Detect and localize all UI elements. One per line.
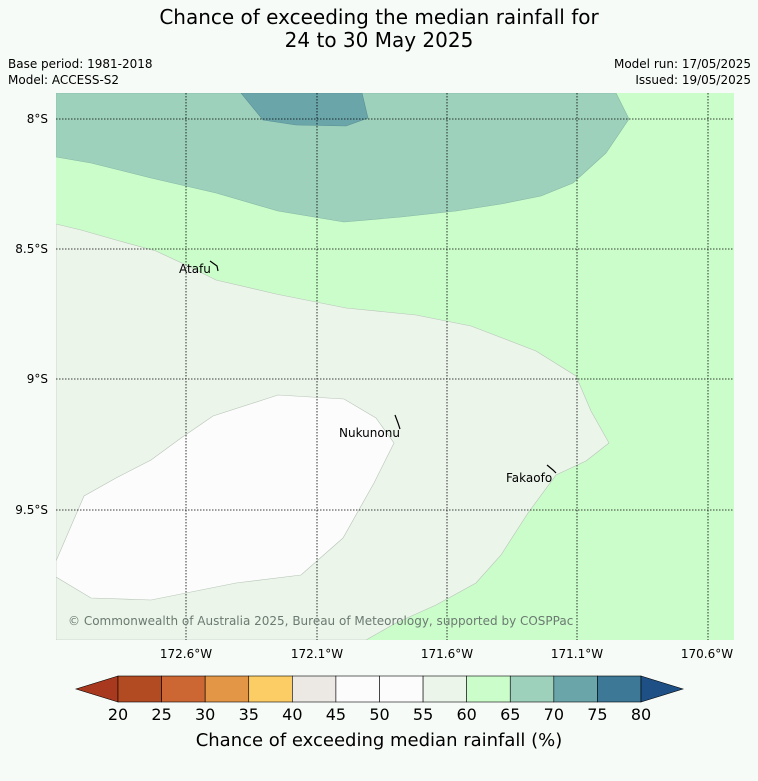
colorbar-tick-label: 20 bbox=[107, 705, 129, 724]
fakaofo-atoll-shape bbox=[546, 464, 557, 474]
lat-label-9-5s: 9.5°S bbox=[15, 503, 48, 517]
colorbar bbox=[74, 675, 685, 703]
colorbar-tick-label: 25 bbox=[151, 705, 172, 724]
model-run: Model run: 17/05/2025 bbox=[613, 57, 751, 71]
colorbar-tick-label: 75 bbox=[587, 705, 608, 724]
colorbar-tick-label: 65 bbox=[500, 705, 521, 724]
colorbar-segment bbox=[204, 675, 250, 703]
place-nukunonu: Nukunonu bbox=[339, 426, 400, 440]
colorbar-tick-label: 50 bbox=[369, 705, 390, 724]
lat-label-9s: 9°S bbox=[26, 372, 48, 386]
lon-label-170-6w: 170.6°W bbox=[680, 647, 734, 661]
colorbar-segment bbox=[248, 675, 293, 703]
map-title: Chance of exceeding the median rainfall … bbox=[0, 6, 758, 52]
zone-65-70 bbox=[56, 93, 630, 223]
atafu-atoll-shape bbox=[209, 260, 219, 272]
colorbar-tick-label: 30 bbox=[194, 705, 216, 724]
colorbar-tick-label: 60 bbox=[456, 705, 477, 724]
colorbar-segment bbox=[161, 675, 206, 703]
title-line-2: 24 to 30 May 2025 bbox=[284, 28, 474, 52]
zone-45-55 bbox=[56, 394, 395, 601]
lon-label-171-6w: 171.6°W bbox=[420, 647, 474, 661]
meta-right: Model run: 17/05/2025 Issued: 19/05/2025 bbox=[614, 56, 751, 88]
colorbar-segment bbox=[597, 675, 642, 703]
colorbar-extend-high bbox=[640, 675, 685, 703]
place-atafu: Atafu bbox=[179, 262, 211, 276]
colorbar-label: Chance of exceeding median rainfall (%) bbox=[195, 730, 563, 751]
colorbar-segment bbox=[553, 675, 598, 703]
place-fakaofo: Fakaofo bbox=[506, 471, 553, 485]
colorbar-tick-label: 45 bbox=[325, 705, 347, 724]
graticule bbox=[56, 93, 734, 640]
title-line-1: Chance of exceeding the median rainfall … bbox=[159, 5, 599, 29]
colorbar-segment bbox=[292, 675, 337, 703]
base-period: Base period: 1981-2018 bbox=[8, 57, 153, 71]
lat-label-8-5s: 8.5°S bbox=[15, 242, 48, 256]
zone-70-75 bbox=[240, 93, 369, 127]
colorbar-segment bbox=[509, 675, 555, 703]
meta-left: Base period: 1981-2018 Model: ACCESS-S2 bbox=[8, 56, 153, 88]
map-area[interactable] bbox=[56, 93, 734, 640]
colorbar-tick-label: 35 bbox=[238, 705, 259, 724]
colorbar-tick-label: 40 bbox=[282, 705, 303, 724]
colorbar-segment bbox=[422, 675, 467, 703]
colorbar-segment bbox=[379, 675, 424, 703]
map-canvas bbox=[56, 93, 734, 640]
colorbar-extend-low bbox=[74, 675, 119, 703]
colorbar-tick-label: 70 bbox=[543, 705, 565, 724]
colorbar-segment bbox=[466, 675, 511, 703]
lat-label-8s: 8°S bbox=[26, 112, 48, 126]
issued-date: Issued: 19/05/2025 bbox=[635, 73, 751, 87]
lon-label-172-6w: 172.6°W bbox=[159, 647, 213, 661]
model-name: Model: ACCESS-S2 bbox=[8, 73, 120, 87]
nukunonu-atoll-shape bbox=[394, 414, 401, 430]
colorbar-segment bbox=[335, 675, 380, 703]
colorbar-segment bbox=[117, 675, 162, 703]
lon-label-171-1w: 171.1°W bbox=[550, 647, 604, 661]
colorbar-tick-label: 80 bbox=[630, 705, 652, 724]
colorbar-tick-label: 55 bbox=[412, 705, 434, 724]
lon-label-172-1w: 172.1°W bbox=[290, 647, 344, 661]
copyright-notice: © Commonwealth of Australia 2025, Bureau… bbox=[68, 614, 574, 628]
